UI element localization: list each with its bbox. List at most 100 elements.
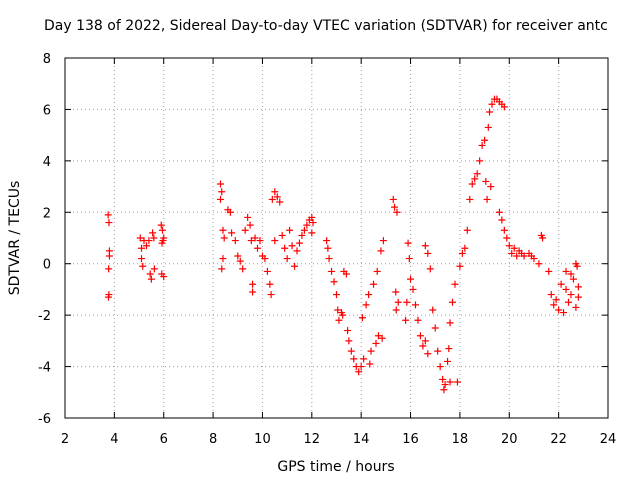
data-point (444, 357, 452, 365)
data-point (562, 267, 570, 275)
data-point (539, 234, 547, 242)
y-tick-label: 0 (43, 258, 51, 273)
data-point (513, 252, 521, 260)
data-point (150, 265, 158, 273)
data-point (362, 301, 370, 309)
data-point (486, 108, 494, 116)
data-point (394, 298, 402, 306)
data-point (471, 175, 479, 183)
data-point (308, 229, 316, 237)
data-point (440, 386, 448, 394)
data-point (429, 306, 437, 314)
data-point (142, 242, 150, 250)
data-point (565, 298, 573, 306)
data-point (508, 249, 516, 257)
data-point (249, 280, 257, 288)
data-point (236, 257, 244, 265)
x-tick-label: 16 (402, 432, 419, 447)
data-point (256, 237, 264, 245)
x-tick-label: 6 (160, 432, 168, 447)
y-tick-label: 6 (43, 103, 51, 118)
data-point (342, 270, 350, 278)
data-point (273, 193, 281, 201)
data-point (372, 339, 380, 347)
data-point (291, 262, 299, 270)
data-point (357, 363, 365, 371)
data-point (345, 337, 353, 345)
data-point (419, 342, 427, 350)
data-point (503, 234, 511, 242)
data-point (505, 242, 513, 250)
data-point (484, 123, 492, 131)
data-point (218, 188, 226, 196)
data-point (276, 198, 284, 206)
data-point (216, 180, 224, 188)
data-point (138, 255, 146, 263)
y-tick-label: -2 (38, 309, 51, 324)
data-point (147, 275, 155, 283)
data-point (478, 141, 486, 149)
data-point (482, 177, 490, 185)
chart-title: Day 138 of 2022, Sidereal Day-to-day VTE… (44, 18, 608, 34)
data-point (488, 100, 496, 108)
x-tick-label: 2 (61, 432, 69, 447)
data-point (409, 285, 417, 293)
x-tick-label: 8 (209, 432, 217, 447)
data-point (328, 267, 336, 275)
data-point (157, 221, 165, 229)
data-point (377, 247, 385, 255)
x-tick-label: 12 (304, 432, 321, 447)
data-point (241, 226, 249, 234)
data-point (562, 285, 570, 293)
x-tick-label: 18 (452, 432, 469, 447)
data-point (347, 347, 355, 355)
data-point (226, 208, 234, 216)
data-point (530, 255, 538, 263)
data-point (468, 180, 476, 188)
data-point (160, 234, 168, 242)
data-point (334, 306, 342, 314)
data-point (247, 237, 255, 245)
data-point (231, 237, 239, 245)
data-point (449, 298, 457, 306)
data-point (138, 244, 146, 252)
data-point (456, 262, 464, 270)
data-point (251, 234, 259, 242)
data-point (574, 283, 582, 291)
data-point (560, 309, 568, 317)
data-point (411, 301, 419, 309)
data-point (105, 265, 113, 273)
data-point (392, 306, 400, 314)
data-point (295, 239, 303, 247)
data-point (555, 306, 563, 314)
data-point (288, 242, 296, 250)
data-point (160, 273, 168, 281)
data-marks (104, 95, 582, 394)
data-point (145, 237, 153, 245)
data-point (424, 249, 432, 257)
data-point (216, 195, 224, 203)
data-point (303, 221, 311, 229)
y-tick-label: -6 (38, 412, 51, 427)
data-point (146, 270, 154, 278)
data-point (483, 195, 491, 203)
data-point (324, 244, 332, 252)
data-point (574, 293, 582, 301)
data-point (391, 203, 399, 211)
data-point (330, 278, 338, 286)
x-tick-label: 4 (110, 432, 118, 447)
data-point (266, 280, 274, 288)
data-point (309, 219, 317, 227)
data-point (446, 378, 454, 386)
data-point (360, 355, 368, 363)
data-point (421, 242, 429, 250)
data-point (572, 260, 580, 268)
data-point (461, 244, 469, 252)
x-tick-label: 20 (501, 432, 518, 447)
y-tick-label: 4 (43, 155, 51, 170)
x-axis-label: GPS time / hours (277, 459, 394, 475)
data-point (373, 267, 381, 275)
x-tick-label: 22 (550, 432, 567, 447)
data-point (510, 244, 518, 252)
